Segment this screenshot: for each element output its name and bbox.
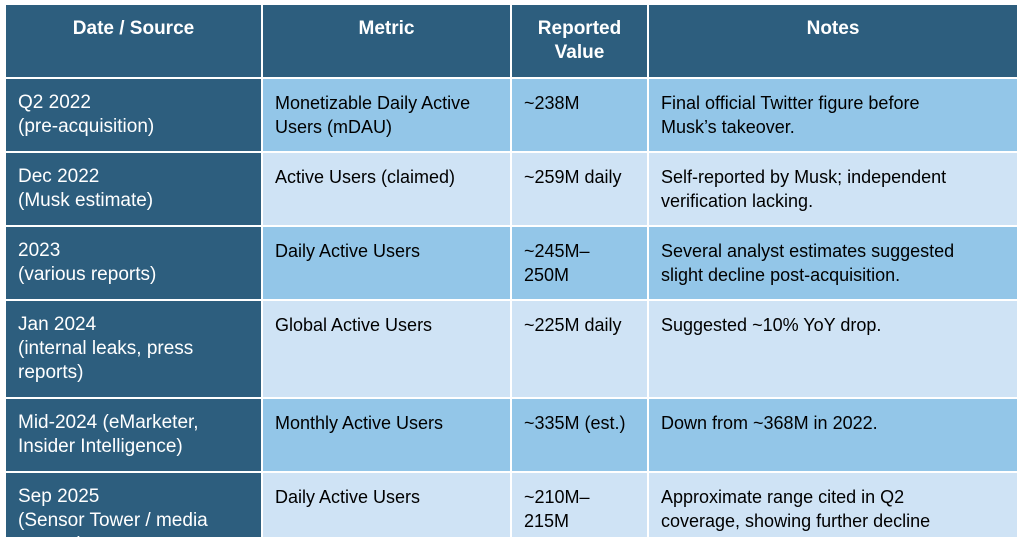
cell-reported-value: ~335M (est.) [512,399,647,471]
column-header-notes: Notes [649,5,1017,77]
cell-notes: Final official Twitter figure before Mus… [649,79,1017,151]
cell-reported-value: ~210M– 215M [512,473,647,537]
user-counts-table: Date / Source Metric Reported Value Note… [4,3,1019,537]
cell-date-source: Dec 2022 (Musk estimate) [6,153,261,225]
cell-date-source: Mid-2024 (eMarketer, Insider Intelligenc… [6,399,261,471]
cell-reported-value: ~245M– 250M [512,227,647,299]
column-header-metric: Metric [263,5,510,77]
cell-reported-value: ~259M daily [512,153,647,225]
cell-reported-value: ~238M [512,79,647,151]
table-row: Sep 2025 (Sensor Tower / media reports) … [6,473,1017,537]
cell-date-source: Q2 2022 (pre-acquisition) [6,79,261,151]
column-header-date-source: Date / Source [6,5,261,77]
table-row: Dec 2022 (Musk estimate) Active Users (c… [6,153,1017,225]
cell-notes: Self-reported by Musk; independent verif… [649,153,1017,225]
cell-notes: Several analyst estimates suggested slig… [649,227,1017,299]
header-row: Date / Source Metric Reported Value Note… [6,5,1017,77]
table-row: 2023 (various reports) Daily Active User… [6,227,1017,299]
cell-metric: Monthly Active Users [263,399,510,471]
table-row: Q2 2022 (pre-acquisition) Monetizable Da… [6,79,1017,151]
table-row: Jan 2024 (internal leaks, press reports)… [6,301,1017,397]
cell-date-source: Jan 2024 (internal leaks, press reports) [6,301,261,397]
cell-metric: Monetizable Daily Active Users (mDAU) [263,79,510,151]
cell-metric: Global Active Users [263,301,510,397]
cell-notes: Suggested ~10% YoY drop. [649,301,1017,397]
cell-notes: Approximate range cited in Q2 coverage, … [649,473,1017,537]
cell-notes: Down from ~368M in 2022. [649,399,1017,471]
cell-reported-value: ~225M daily [512,301,647,397]
cell-date-source: Sep 2025 (Sensor Tower / media reports) [6,473,261,537]
cell-metric: Active Users (claimed) [263,153,510,225]
cell-metric: Daily Active Users [263,227,510,299]
cell-metric: Daily Active Users [263,473,510,537]
table-row: Mid-2024 (eMarketer, Insider Intelligenc… [6,399,1017,471]
column-header-reported-value: Reported Value [512,5,647,77]
cell-date-source: 2023 (various reports) [6,227,261,299]
